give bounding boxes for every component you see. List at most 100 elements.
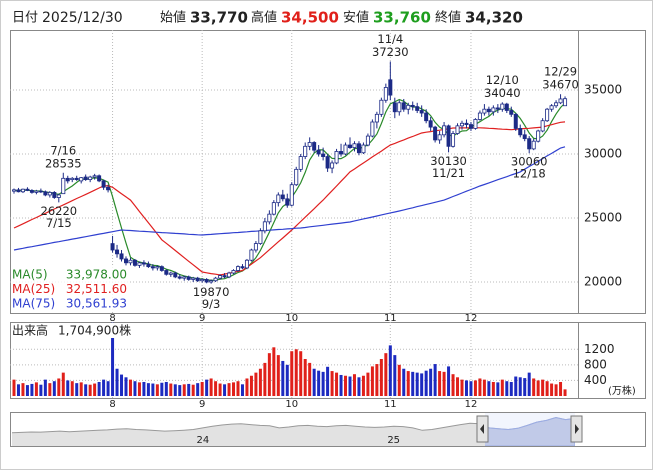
candle-body: [262, 221, 267, 232]
volume-bar: [124, 377, 128, 396]
candle-body: [468, 124, 473, 129]
volume-bar: [388, 345, 392, 396]
volume-bar: [424, 370, 428, 396]
volume-bar: [415, 372, 419, 396]
annotation-date: 12/29: [544, 65, 577, 79]
volume-bar: [330, 371, 334, 396]
navigator-area: [12, 417, 575, 446]
field-value: 34,320: [465, 9, 523, 27]
annotation-date: 12/10: [486, 73, 519, 87]
volume-bar: [66, 380, 70, 396]
candles: [11, 61, 568, 284]
volume-bar: [352, 374, 356, 396]
candle-body: [424, 112, 429, 122]
volume-bar: [429, 368, 433, 396]
volume-bar: [464, 380, 468, 396]
candle-body: [16, 189, 21, 193]
volume-bar: [554, 384, 558, 396]
candle-body: [406, 104, 411, 110]
candle-body: [316, 149, 321, 155]
y-tick-label: 400: [584, 373, 607, 387]
volume-bar: [164, 381, 168, 396]
candle-body: [482, 108, 487, 114]
candle-body: [294, 168, 299, 186]
ma-line: [13, 121, 566, 276]
candle-body: [92, 175, 97, 178]
candle-body: [446, 125, 451, 147]
candle-body: [271, 202, 276, 215]
volume-title: 出来高: [12, 323, 48, 338]
candle-body: [79, 177, 84, 182]
volume-bar: [52, 381, 56, 396]
candle-body: [177, 276, 182, 279]
candle-body: [370, 121, 375, 137]
candle-body: [146, 263, 151, 268]
volume-bar: [88, 384, 92, 396]
annotation-date: 7/16: [50, 143, 76, 157]
volume-bar: [93, 383, 97, 396]
candle-body: [137, 262, 142, 266]
field-label: 安値: [343, 10, 369, 26]
candle-body: [141, 262, 146, 265]
annotation-value: 34040: [484, 86, 521, 100]
volume-bar: [137, 382, 141, 396]
volume-bar: [487, 381, 491, 396]
legend: MA(5) 33,978.00 MA(25) 32,511.60 MA(75) 30,56…: [11, 267, 129, 312]
volume-bar: [509, 381, 513, 396]
candle-body: [540, 120, 545, 132]
candle-body: [347, 144, 352, 149]
candle-body: [522, 134, 527, 140]
volume-bar: [128, 379, 132, 396]
volume-bar: [460, 379, 464, 396]
candle-body: [25, 188, 30, 191]
y-tick-label: 20000: [584, 274, 622, 288]
selection-range[interactable]: [485, 413, 575, 446]
volume-bar: [541, 379, 545, 396]
volume-bar: [258, 368, 262, 396]
volume-bar: [397, 364, 401, 396]
date-label: 日付: [12, 11, 38, 26]
volume-bar: [102, 379, 106, 396]
field-value: 33,760: [373, 9, 431, 27]
volume-bar: [285, 364, 289, 396]
candle-body: [330, 162, 335, 169]
annotation-value: 30060: [511, 155, 548, 169]
navigator-selection[interactable]: [476, 413, 583, 446]
candle-body: [97, 175, 102, 182]
volume-bar: [379, 359, 383, 396]
annotation-date: 9/3: [202, 297, 221, 311]
volume-bar: [406, 371, 410, 396]
candle-body: [455, 125, 460, 134]
volume-bar: [182, 384, 186, 396]
candle-body: [307, 142, 312, 147]
candle-body: [20, 188, 25, 193]
volume-unit: (万株): [608, 384, 636, 397]
candle-body: [186, 276, 191, 280]
x-tick-label: 9: [199, 399, 205, 410]
volume-bar: [263, 362, 267, 396]
x-tick-label: 11: [384, 313, 397, 324]
volume-bar: [25, 385, 29, 396]
volume-bar: [254, 372, 258, 396]
volume-bar: [281, 360, 285, 396]
navigator-selected-area: [485, 416, 575, 446]
candle-body: [115, 249, 120, 255]
candle-body: [513, 113, 518, 129]
volume-bar: [326, 366, 330, 396]
candle-body: [531, 140, 536, 150]
candle-body: [276, 194, 281, 204]
candle-body: [352, 143, 357, 149]
candle-body: [289, 184, 294, 206]
candle-body: [231, 270, 236, 274]
volume-bar: [357, 377, 361, 396]
volume-bar: [75, 383, 79, 396]
candle-body: [61, 177, 66, 195]
volume-bar: [527, 372, 531, 396]
volume-bar: [84, 384, 88, 396]
volume-bar: [196, 383, 200, 396]
volume-bar: [34, 382, 38, 396]
volume-bar: [518, 377, 522, 396]
candle-body: [244, 259, 249, 269]
candle-body: [401, 102, 406, 110]
volume-bar: [57, 378, 61, 396]
